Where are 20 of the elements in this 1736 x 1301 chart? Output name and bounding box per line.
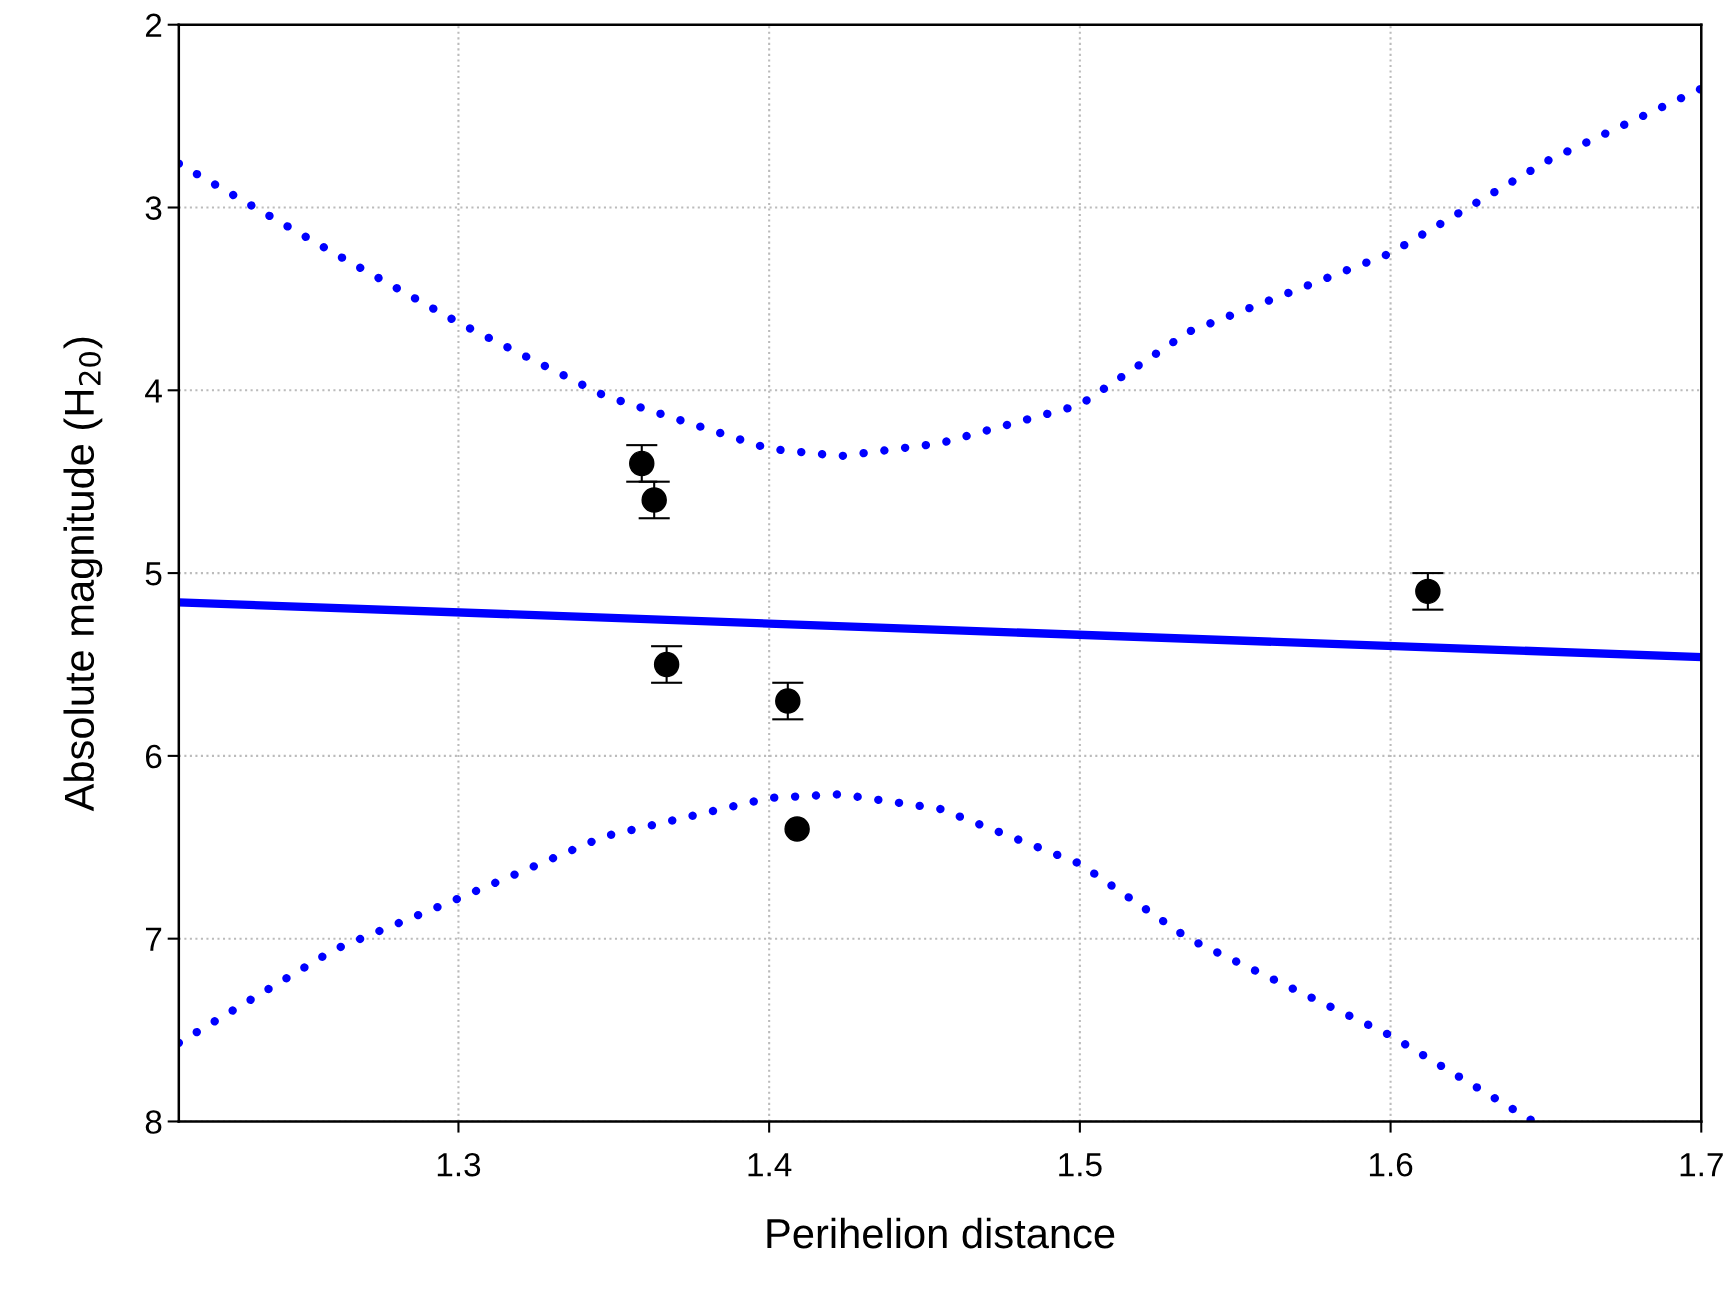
y-tick-label: 7 (146, 927, 162, 951)
y-tick-label: 3 (145, 196, 162, 220)
y-tick-label: 8 (145, 1110, 162, 1134)
y-tick-label: 2 (145, 13, 162, 37)
x-tick-label: 1.7 (1680, 1153, 1723, 1177)
x-tick-label: 1.5 (1059, 1153, 1102, 1177)
point (629, 450, 655, 477)
x-tick-label: 1.3 (437, 1152, 481, 1177)
y-tick-label: 6 (145, 744, 162, 769)
point (775, 688, 801, 714)
y-axis-title: Absolute magnitude (H$_{20}$) (63, 337, 103, 812)
point (653, 651, 680, 678)
y-tick-label: 4 (145, 379, 162, 403)
point (641, 487, 667, 513)
point (784, 816, 810, 842)
x-tick-label: 1.6 (1369, 1152, 1413, 1177)
point (1415, 578, 1441, 605)
x-axis-title: Perihelion distance (767, 1217, 1115, 1249)
x-tick-label: 1.4 (748, 1153, 792, 1177)
y-tick-label: 5 (145, 562, 162, 586)
